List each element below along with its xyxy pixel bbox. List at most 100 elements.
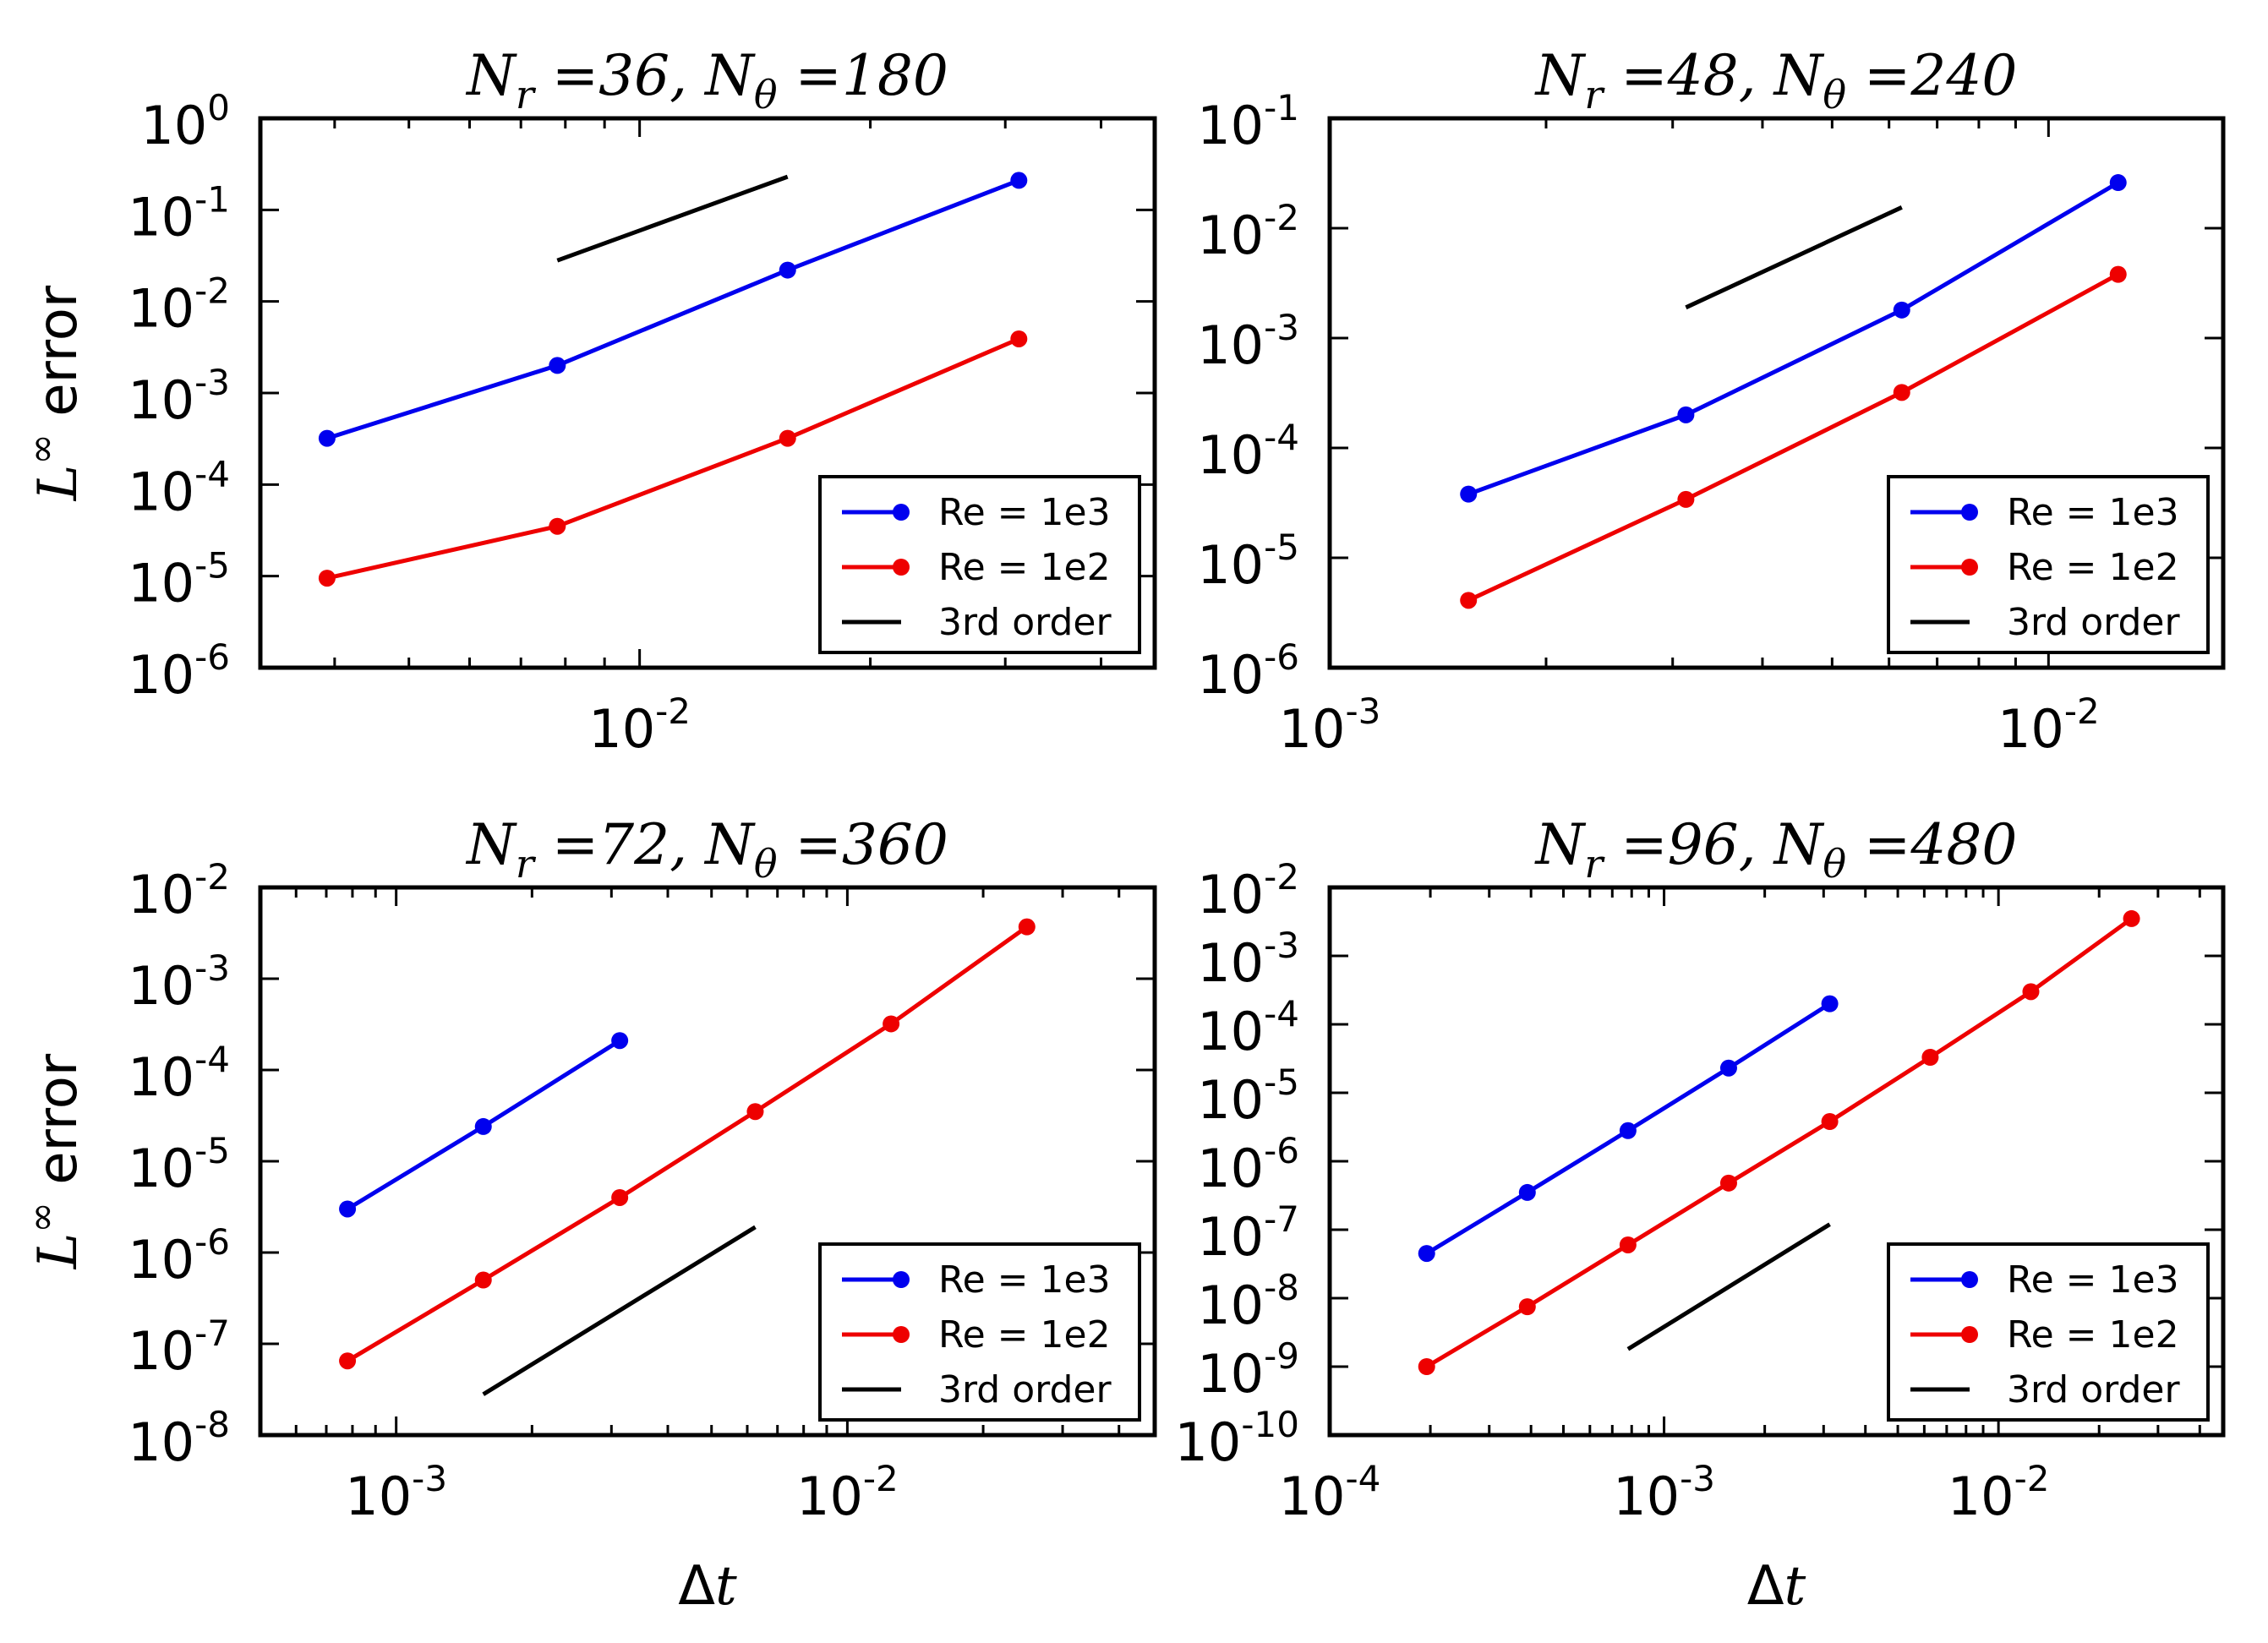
data-point — [1821, 995, 1839, 1013]
tick-base: 10 — [1197, 1275, 1264, 1336]
legend: Re = 1e3 Re = 1e2 3rd order — [1887, 1242, 2210, 1422]
title-r-value: =36, — [534, 43, 705, 108]
chart-panel-2: Nr =48, Nθ =24010-110-210-310-410-510-61… — [1197, 43, 2226, 760]
tick-base: 10 — [345, 1466, 412, 1527]
data-point — [1619, 1122, 1637, 1139]
tick-base: 10 — [1948, 1466, 2014, 1527]
title-theta-value: =240 — [1846, 43, 2017, 108]
x-axis-label: Δt — [1747, 1555, 1806, 1618]
y-axis-label: L∞ error — [20, 1053, 90, 1269]
tick-exponent: -1 — [1264, 87, 1299, 128]
third-order-line — [1626, 1222, 1831, 1351]
legend-label: Re = 1e2 — [2007, 546, 2179, 589]
title-r-value: =48, — [1603, 43, 1773, 108]
series-line — [1467, 180, 2119, 496]
data-point — [2022, 983, 2040, 1001]
x-tick-label: 10-4 — [1279, 1458, 1381, 1527]
tick-exponent: 0 — [207, 87, 230, 128]
tick-base: 10 — [128, 1138, 194, 1199]
tick-exponent: -9 — [1264, 1335, 1299, 1377]
series-re-1e3 — [339, 1032, 629, 1218]
data-point — [549, 517, 566, 535]
chart-panel-4: Nr =96, Nθ =48010-210-310-410-510-610-71… — [1174, 812, 2226, 1618]
title-n-symbol: N — [1773, 812, 1825, 877]
tick-exponent: -4 — [194, 1039, 230, 1080]
y-tick-label: 10-6 — [1197, 636, 1299, 706]
title-r-value: =96, — [1603, 812, 1773, 877]
data-point — [1619, 1236, 1637, 1253]
tick-base: 10 — [1197, 864, 1264, 925]
title-n-symbol: N — [703, 812, 756, 877]
tick-base: 10 — [1197, 1138, 1264, 1199]
x-tick-label: 10-2 — [1997, 690, 2100, 760]
legend-swatch-marker — [1961, 559, 1978, 576]
tick-base: 10 — [1197, 1001, 1264, 1062]
y-tick-label: 10-2 — [1197, 197, 1299, 266]
legend-label: Re = 1e2 — [938, 546, 1111, 589]
legend-swatch-marker — [893, 1271, 910, 1288]
tick-exponent: -7 — [194, 1313, 230, 1354]
title-n-symbol: N — [1534, 43, 1587, 108]
series-re-1e2 — [318, 330, 1028, 587]
y-tick-label: 10-1 — [128, 178, 230, 248]
x-tick-label: 10-3 — [345, 1458, 447, 1527]
legend-swatch-marker — [1961, 1271, 1978, 1288]
tick-base: 10 — [128, 1046, 194, 1108]
y-tick-label: 10-3 — [128, 362, 230, 431]
y-tick-label: 10-10 — [1174, 1404, 1299, 1473]
data-point — [339, 1352, 357, 1370]
title-theta-subscript: θ — [754, 72, 778, 117]
xlabel-t: t — [1784, 1555, 1806, 1618]
series-line — [326, 178, 1020, 440]
data-point — [1677, 490, 1695, 508]
tick-exponent: -6 — [1264, 1130, 1299, 1171]
x-tick-label: 10-2 — [1948, 1458, 2050, 1527]
tick-exponent: -2 — [194, 270, 230, 312]
data-point — [318, 570, 336, 587]
data-point — [779, 261, 796, 279]
xlabel-delta: Δ — [678, 1555, 715, 1618]
data-point — [611, 1032, 629, 1050]
y-tick-label: 10-6 — [1197, 1130, 1299, 1199]
y-tick-label: 10-9 — [1197, 1335, 1299, 1405]
tick-base: 10 — [128, 864, 194, 925]
tick-base: 10 — [1197, 95, 1264, 156]
tick-exponent: -3 — [194, 362, 230, 403]
y-tick-label: 10-7 — [1197, 1198, 1299, 1268]
data-point — [1821, 1113, 1839, 1131]
ylabel-infinity: ∞ — [20, 1202, 63, 1233]
legend: Re = 1e3 Re = 1e2 3rd order — [818, 475, 1141, 654]
chart-panel-1: Nr =36, Nθ =18010010-110-210-310-410-510… — [20, 43, 1157, 760]
data-point — [1010, 330, 1028, 347]
legend-swatch-marker — [893, 504, 910, 521]
tick-exponent: -4 — [1264, 417, 1299, 458]
xlabel-delta: Δ — [1747, 1555, 1784, 1618]
legend: Re = 1e3 Re = 1e2 3rd order — [1887, 475, 2210, 654]
data-point — [1719, 1174, 1737, 1192]
title-theta-value: =180 — [778, 43, 948, 108]
data-point — [1010, 172, 1028, 189]
title-theta-value: =360 — [778, 812, 948, 877]
tick-base: 10 — [1174, 1411, 1241, 1473]
tick-exponent: -3 — [1346, 690, 1381, 732]
tick-base: 10 — [1197, 1206, 1264, 1268]
legend-label: 3rd order — [938, 1368, 1112, 1411]
legend-label: Re = 1e3 — [938, 491, 1111, 534]
tick-exponent: -2 — [1264, 856, 1299, 898]
series-3rd-order — [1685, 205, 1903, 310]
tick-base: 10 — [128, 278, 194, 340]
tick-base: 10 — [1279, 698, 1346, 760]
series-line — [346, 925, 1029, 1363]
tick-exponent: -10 — [1241, 1404, 1299, 1445]
y-tick-label: 10-5 — [128, 1130, 230, 1199]
tick-exponent: -3 — [1264, 307, 1299, 348]
y-tick-label: 10-7 — [128, 1313, 230, 1382]
series-3rd-order — [482, 1225, 757, 1396]
tick-exponent: -8 — [194, 1404, 230, 1445]
chart-title: Nr =48, Nθ =240 — [1534, 43, 2018, 117]
data-point — [474, 1117, 492, 1135]
y-tick-label: 10-3 — [1197, 925, 1299, 994]
x-tick-label: 10-3 — [1613, 1458, 1715, 1527]
tick-exponent: -4 — [1264, 993, 1299, 1034]
